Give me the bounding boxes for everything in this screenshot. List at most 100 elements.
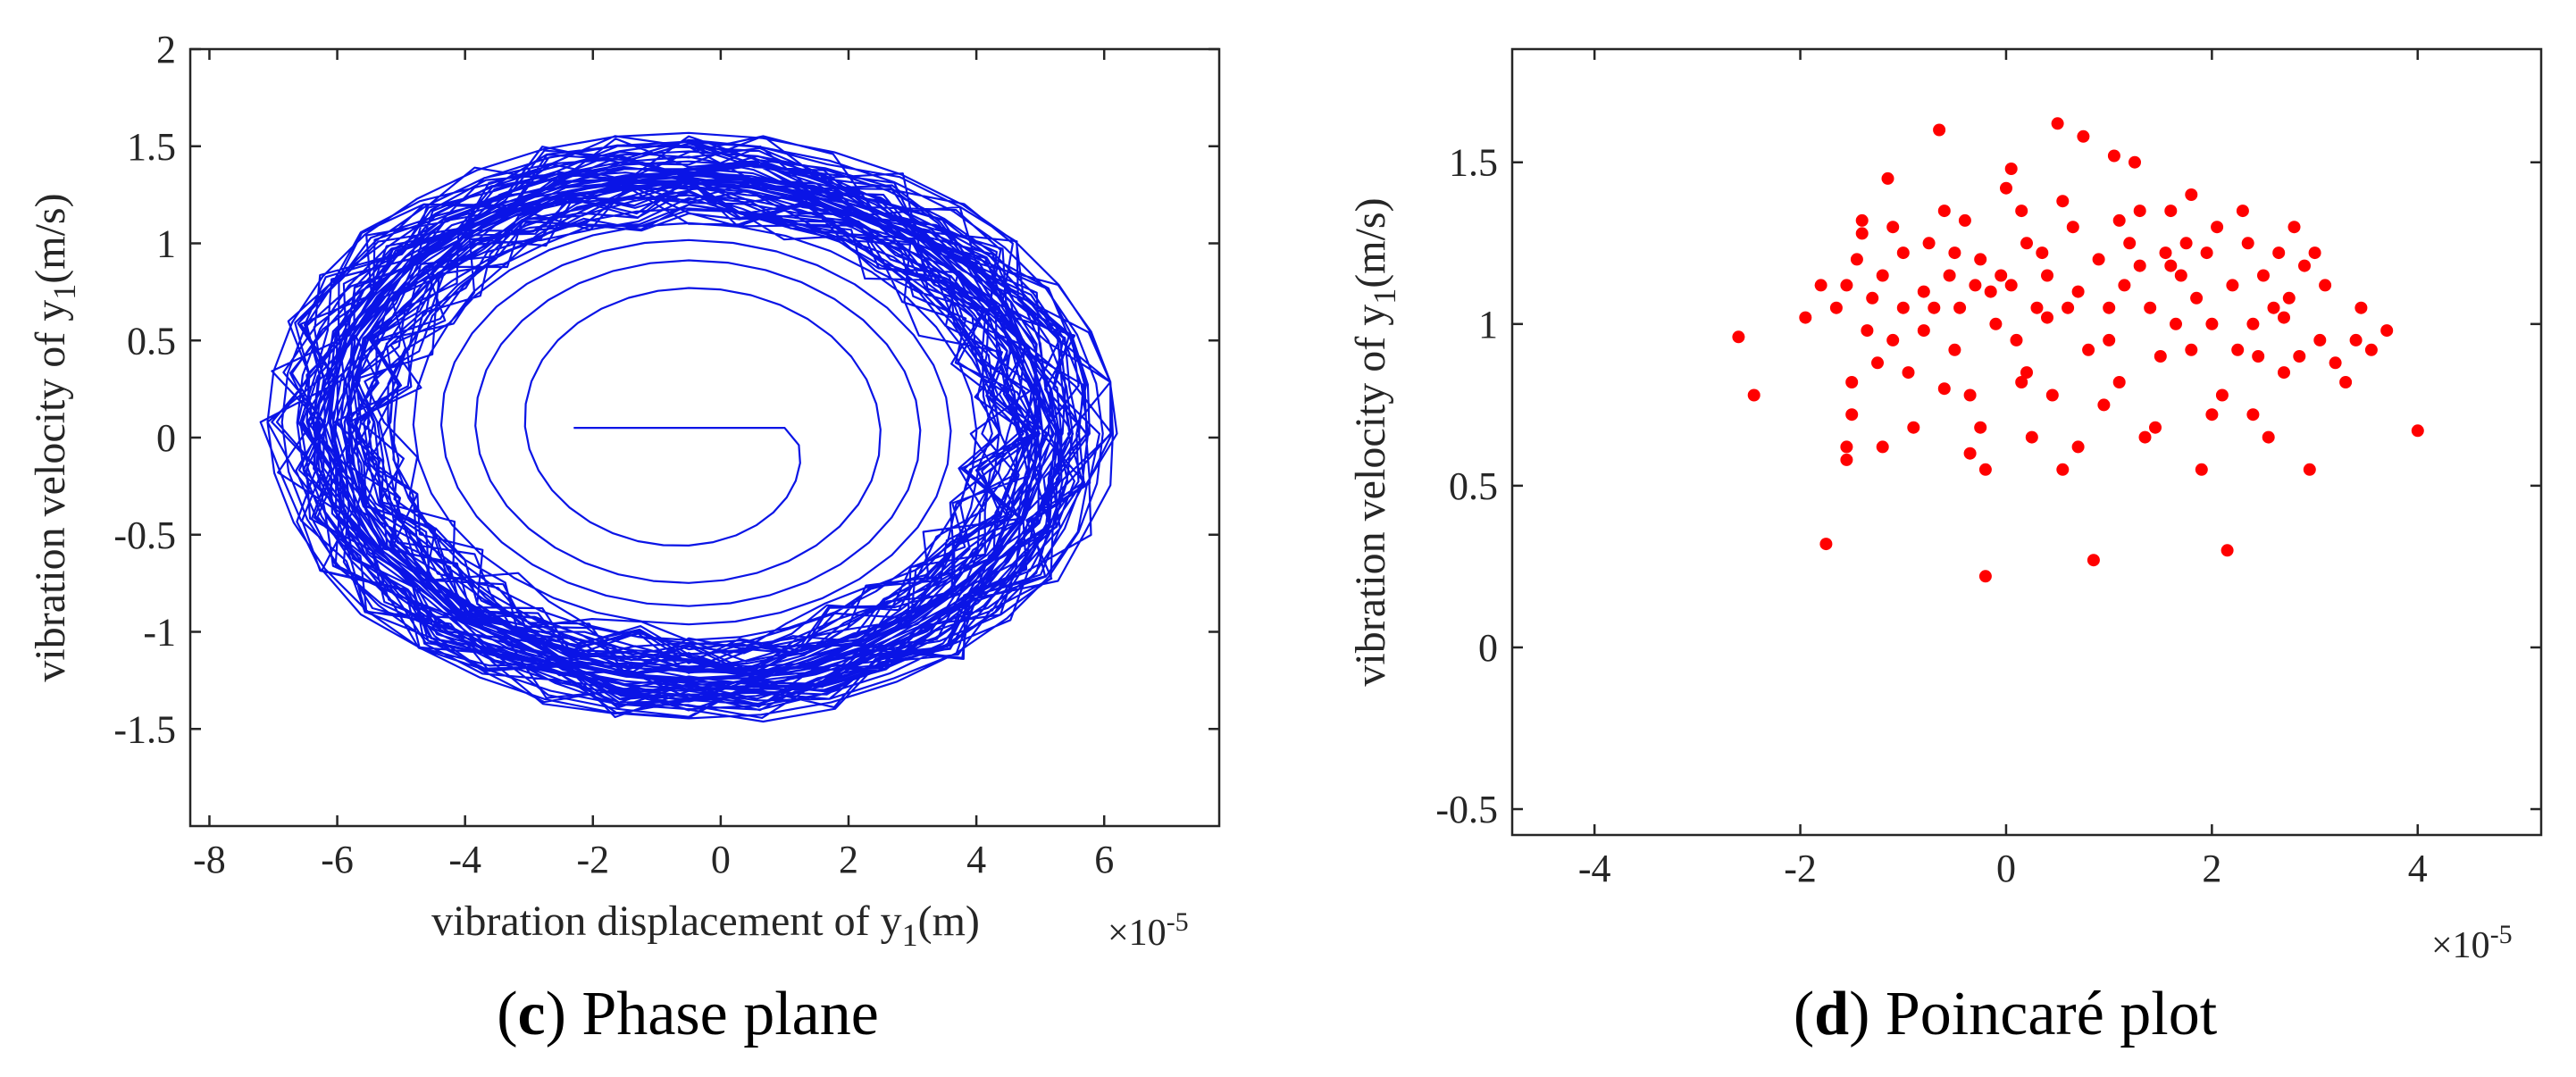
poincare-xtick-label: -2 (1784, 847, 1817, 890)
poincare-point (2185, 343, 2198, 356)
phase-plane-ytick-label: 2 (156, 28, 176, 71)
poincare-point (1845, 408, 1859, 422)
poincare-point (2231, 343, 2245, 356)
poincare-ylabel-sub: 1 (1367, 288, 1402, 305)
phase-plane-xlabel: vibration displacement of y1(m) (431, 898, 980, 953)
poincare-point (2262, 430, 2275, 444)
poincare-point (2133, 259, 2146, 272)
poincare-point (2097, 398, 2111, 412)
poincare-point (1974, 253, 1987, 266)
poincare-point (2241, 237, 2254, 250)
phase-plane-plot-area (259, 131, 1118, 723)
poincare-point (2282, 291, 2296, 305)
poincare-point (2411, 424, 2424, 438)
poincare-point (1732, 330, 1745, 344)
poincare-point (2092, 253, 2105, 266)
phase-plane-xtick-label: -2 (576, 838, 609, 881)
poincare-point (1855, 213, 1869, 227)
poincare-point (2164, 205, 2178, 218)
poincare-point (2071, 285, 2085, 298)
poincare-point (1907, 421, 1920, 434)
phase-plane-xtick-label: -8 (193, 838, 226, 881)
poincare-point (2179, 237, 2193, 250)
poincare-point (1829, 301, 1843, 314)
poincare-point (1871, 356, 1884, 370)
poincare-point (2257, 269, 2270, 282)
poincare-point (2164, 259, 2178, 272)
poincare-point (2138, 430, 2152, 444)
phase-plane-xtick-label: 2 (839, 838, 858, 881)
poincare-point (2112, 376, 2126, 388)
poincare-point (2015, 205, 2028, 218)
poincare-xtick-label: 4 (2408, 847, 2428, 890)
phase-plane-xtick-label: 0 (711, 838, 731, 881)
poincare-point (2159, 246, 2172, 260)
poincare-point (2308, 246, 2321, 260)
phase-plane-caption-label: c (518, 980, 546, 1048)
poincare-point (1876, 269, 1889, 282)
poincare-panel: -4 -2 0 2 4 -0.5 0 0.5 1 1.5 vibration velocity o… (1347, 47, 2543, 1048)
poincare-point (2246, 408, 2260, 422)
poincare-ylabel-unit: (m/s) (1347, 197, 1394, 288)
poincare-point (1963, 388, 1977, 402)
poincare-point (2174, 269, 2187, 282)
poincare-point (2020, 366, 2033, 380)
poincare-ytick-label: 0.5 (1449, 464, 1498, 508)
poincare-point (1937, 382, 1951, 396)
poincare-point (2051, 117, 2064, 130)
poincare-x-multiplier: ×10-5 (2431, 920, 2513, 966)
poincare-point (2004, 163, 2018, 175)
poincare-point (2154, 350, 2167, 363)
poincare-point (1995, 269, 2008, 282)
poincare-point (2036, 246, 2049, 260)
poincare-caption: (d) Poincaré plot (1794, 980, 2218, 1048)
poincare-point (2118, 279, 2131, 292)
phase-plane-ytick-label: 1 (156, 222, 176, 266)
poincare-point (1974, 421, 1987, 434)
phase-plane-ytick-label: -1 (143, 611, 176, 655)
poincare-point (2354, 301, 2368, 314)
poincare-point (2041, 311, 2053, 324)
poincare-xtick-label: -4 (1578, 847, 1611, 890)
poincare-point (1861, 324, 1874, 338)
poincare-point (2103, 333, 2116, 346)
poincare-point (1819, 538, 1833, 551)
poincare-point (1896, 301, 1910, 314)
poincare-ylabel: vibration velocity of y1(m/s) (1347, 197, 1402, 686)
phase-plane-x-multiplier-exp: -5 (1167, 907, 1189, 937)
poincare-caption-text: Poincaré plot (1886, 980, 2218, 1048)
poincare-point (1984, 285, 1997, 298)
poincare-point (1886, 333, 1900, 346)
poincare-point (2278, 366, 2290, 380)
phase-plane-xtick-label: 6 (1094, 838, 1114, 881)
poincare-point (2082, 343, 2095, 356)
poincare-point (1814, 279, 1827, 292)
poincare-point (1969, 279, 1982, 292)
poincare-point (2226, 279, 2239, 292)
poincare-point (2056, 195, 2070, 208)
phase-plane-ylabel-sub: 1 (46, 284, 82, 300)
poincare-point (2278, 311, 2290, 324)
poincare-point (2303, 463, 2316, 476)
phase-plane-trajectory-line (259, 131, 1118, 723)
poincare-point (2133, 205, 2146, 218)
poincare-point (1978, 463, 1992, 476)
poincare-point (2056, 463, 2070, 476)
poincare-point (2252, 350, 2265, 363)
poincare-point (2041, 269, 2053, 282)
poincare-plot-area (1732, 117, 2424, 583)
poincare-point (2267, 301, 2280, 314)
phase-plane-caption-text: Phase plane (581, 980, 878, 1048)
poincare-point (1855, 227, 1869, 240)
poincare-point (2349, 333, 2363, 346)
poincare-ytick-label: 1 (1478, 303, 1498, 346)
poincare-point (2190, 291, 2204, 305)
poincare-point (2339, 376, 2353, 388)
poincare-point (2129, 155, 2141, 169)
poincare-point (1989, 317, 2003, 330)
poincare-point (2030, 301, 2044, 314)
poincare-point (1917, 324, 1930, 338)
poincare-point (1922, 237, 1936, 250)
phase-plane-xtick-label: 4 (966, 838, 986, 881)
